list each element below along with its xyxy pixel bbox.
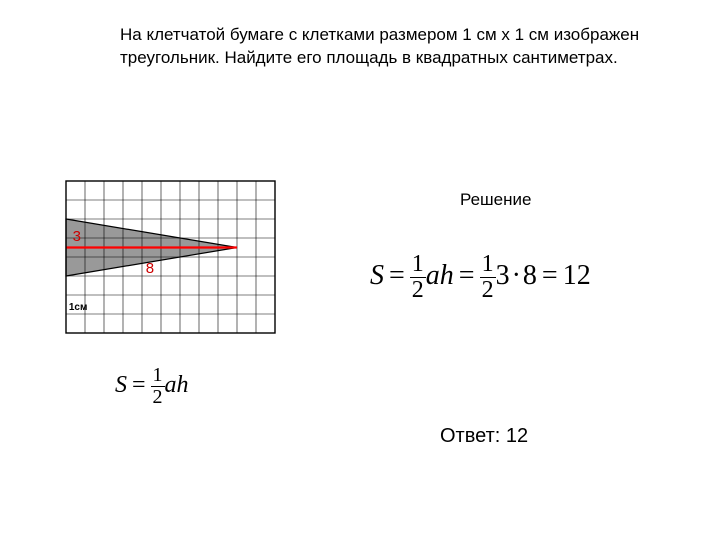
dim-label-base: 8 [146,260,154,277]
formula-lhs: S [115,372,127,398]
scale-label: 1см [69,302,88,313]
answer-label: Ответ: [440,425,500,447]
fraction-half: 12 [151,365,165,408]
dim-label-height: 3 [73,228,81,245]
formula-solved: S=12ah=123·8=12 [370,252,591,303]
answer-value: 12 [506,425,528,447]
solution-title: Решение [460,190,531,210]
var-a: a [165,372,177,398]
formula-result: 12 [563,260,591,291]
answer-line: Ответ: 12 [440,425,528,448]
grid-figure: 3 8 1см [65,180,276,339]
formula-general: S=12ah [115,365,189,408]
problem-text: На клетчатой бумаге с клетками размером … [120,24,680,70]
grid-svg: 3 8 1см [65,180,276,334]
var-h: h [177,372,189,398]
